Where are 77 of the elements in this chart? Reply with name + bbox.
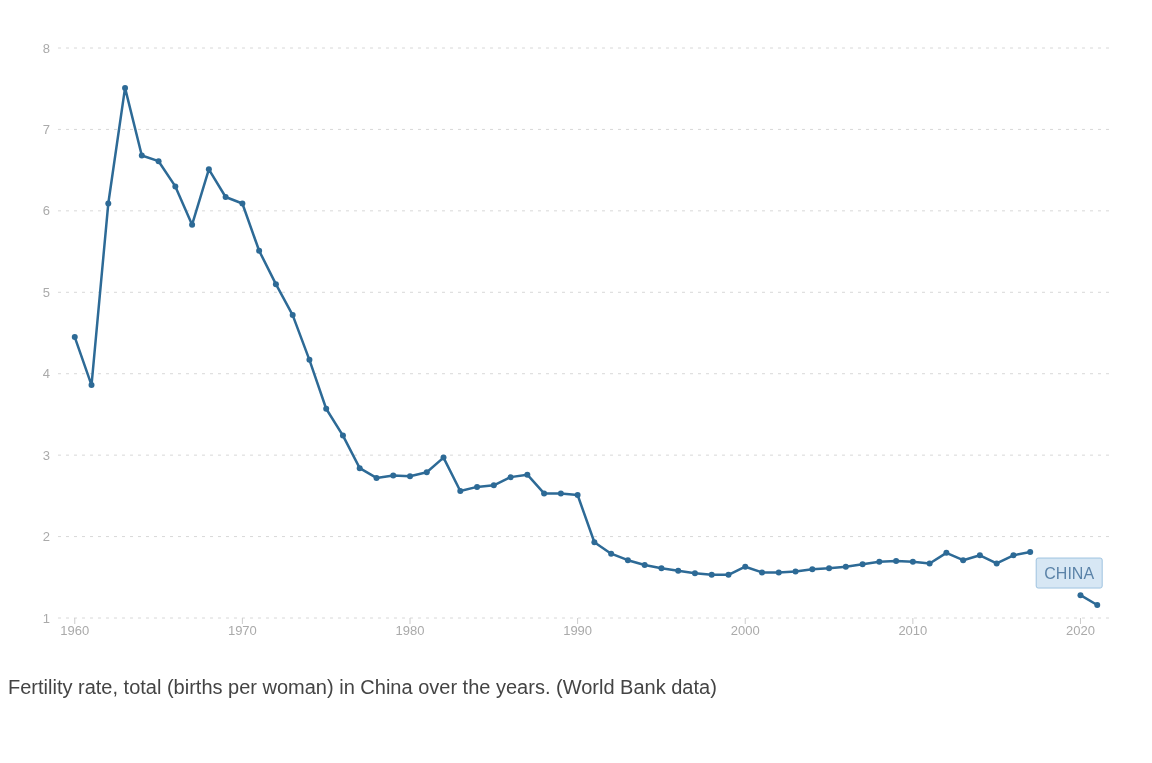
y-tick-label: 6 xyxy=(42,203,50,219)
point xyxy=(624,557,631,564)
x-tick-label: 1960 xyxy=(60,623,90,639)
point xyxy=(675,567,682,574)
point xyxy=(826,565,833,572)
point xyxy=(138,152,145,159)
y-tick-label: 1 xyxy=(42,610,50,626)
x-tick-label: 2010 xyxy=(898,623,928,639)
point xyxy=(574,492,581,499)
x-tick-label: 2000 xyxy=(730,623,760,639)
point xyxy=(708,571,715,578)
point xyxy=(88,382,95,389)
point xyxy=(356,465,363,472)
point xyxy=(993,560,1000,567)
point xyxy=(1010,552,1017,559)
point xyxy=(474,483,481,490)
y-tick-label: 3 xyxy=(42,447,50,463)
point xyxy=(507,474,514,481)
point xyxy=(122,84,129,91)
point xyxy=(792,568,799,575)
point xyxy=(960,557,967,564)
point xyxy=(842,563,849,570)
point xyxy=(256,247,263,254)
y-tick-label: 2 xyxy=(42,529,50,545)
point xyxy=(591,539,598,546)
point xyxy=(541,490,548,497)
point xyxy=(893,558,900,564)
point xyxy=(71,334,78,341)
text: Fertility rate, total (births per woman) in China over the years. (World Bank data) xyxy=(8,676,718,699)
x-tick-label: 1970 xyxy=(227,623,257,639)
point xyxy=(775,569,782,576)
point xyxy=(759,569,765,576)
series-label: CHINA xyxy=(1044,565,1095,583)
x-tick-label: 2020 xyxy=(1066,623,1095,639)
point xyxy=(909,558,916,565)
point xyxy=(809,566,816,573)
point xyxy=(859,561,866,568)
point xyxy=(440,454,447,461)
point xyxy=(155,158,162,165)
y-tick-label: 4 xyxy=(42,366,50,382)
point xyxy=(557,490,564,497)
point xyxy=(1094,601,1101,608)
point xyxy=(658,565,665,572)
point xyxy=(390,472,397,479)
point xyxy=(742,563,749,570)
point xyxy=(306,356,313,363)
x-tick-label: 1990 xyxy=(563,623,593,639)
point xyxy=(423,469,430,476)
point xyxy=(189,221,196,228)
x-tick-label: 1980 xyxy=(395,623,425,639)
point xyxy=(272,281,279,288)
point xyxy=(691,570,698,577)
point xyxy=(524,471,531,478)
point xyxy=(289,312,296,319)
point xyxy=(323,405,330,412)
point xyxy=(876,558,883,565)
y-tick-label: 5 xyxy=(42,284,50,300)
point xyxy=(222,194,229,201)
point xyxy=(205,166,212,173)
y-tick-label: 8 xyxy=(42,40,50,56)
point xyxy=(105,200,112,207)
point xyxy=(1077,592,1084,599)
point xyxy=(239,200,246,207)
point xyxy=(926,560,933,567)
point xyxy=(1027,549,1034,556)
point xyxy=(407,473,413,480)
y-tick-label: 7 xyxy=(42,122,50,138)
point xyxy=(943,549,950,556)
point xyxy=(339,432,346,439)
point xyxy=(608,550,615,557)
point xyxy=(172,183,179,190)
point xyxy=(641,562,648,569)
point xyxy=(457,487,464,494)
point xyxy=(976,552,983,559)
point xyxy=(725,571,732,578)
point xyxy=(490,482,497,489)
point xyxy=(373,474,380,481)
